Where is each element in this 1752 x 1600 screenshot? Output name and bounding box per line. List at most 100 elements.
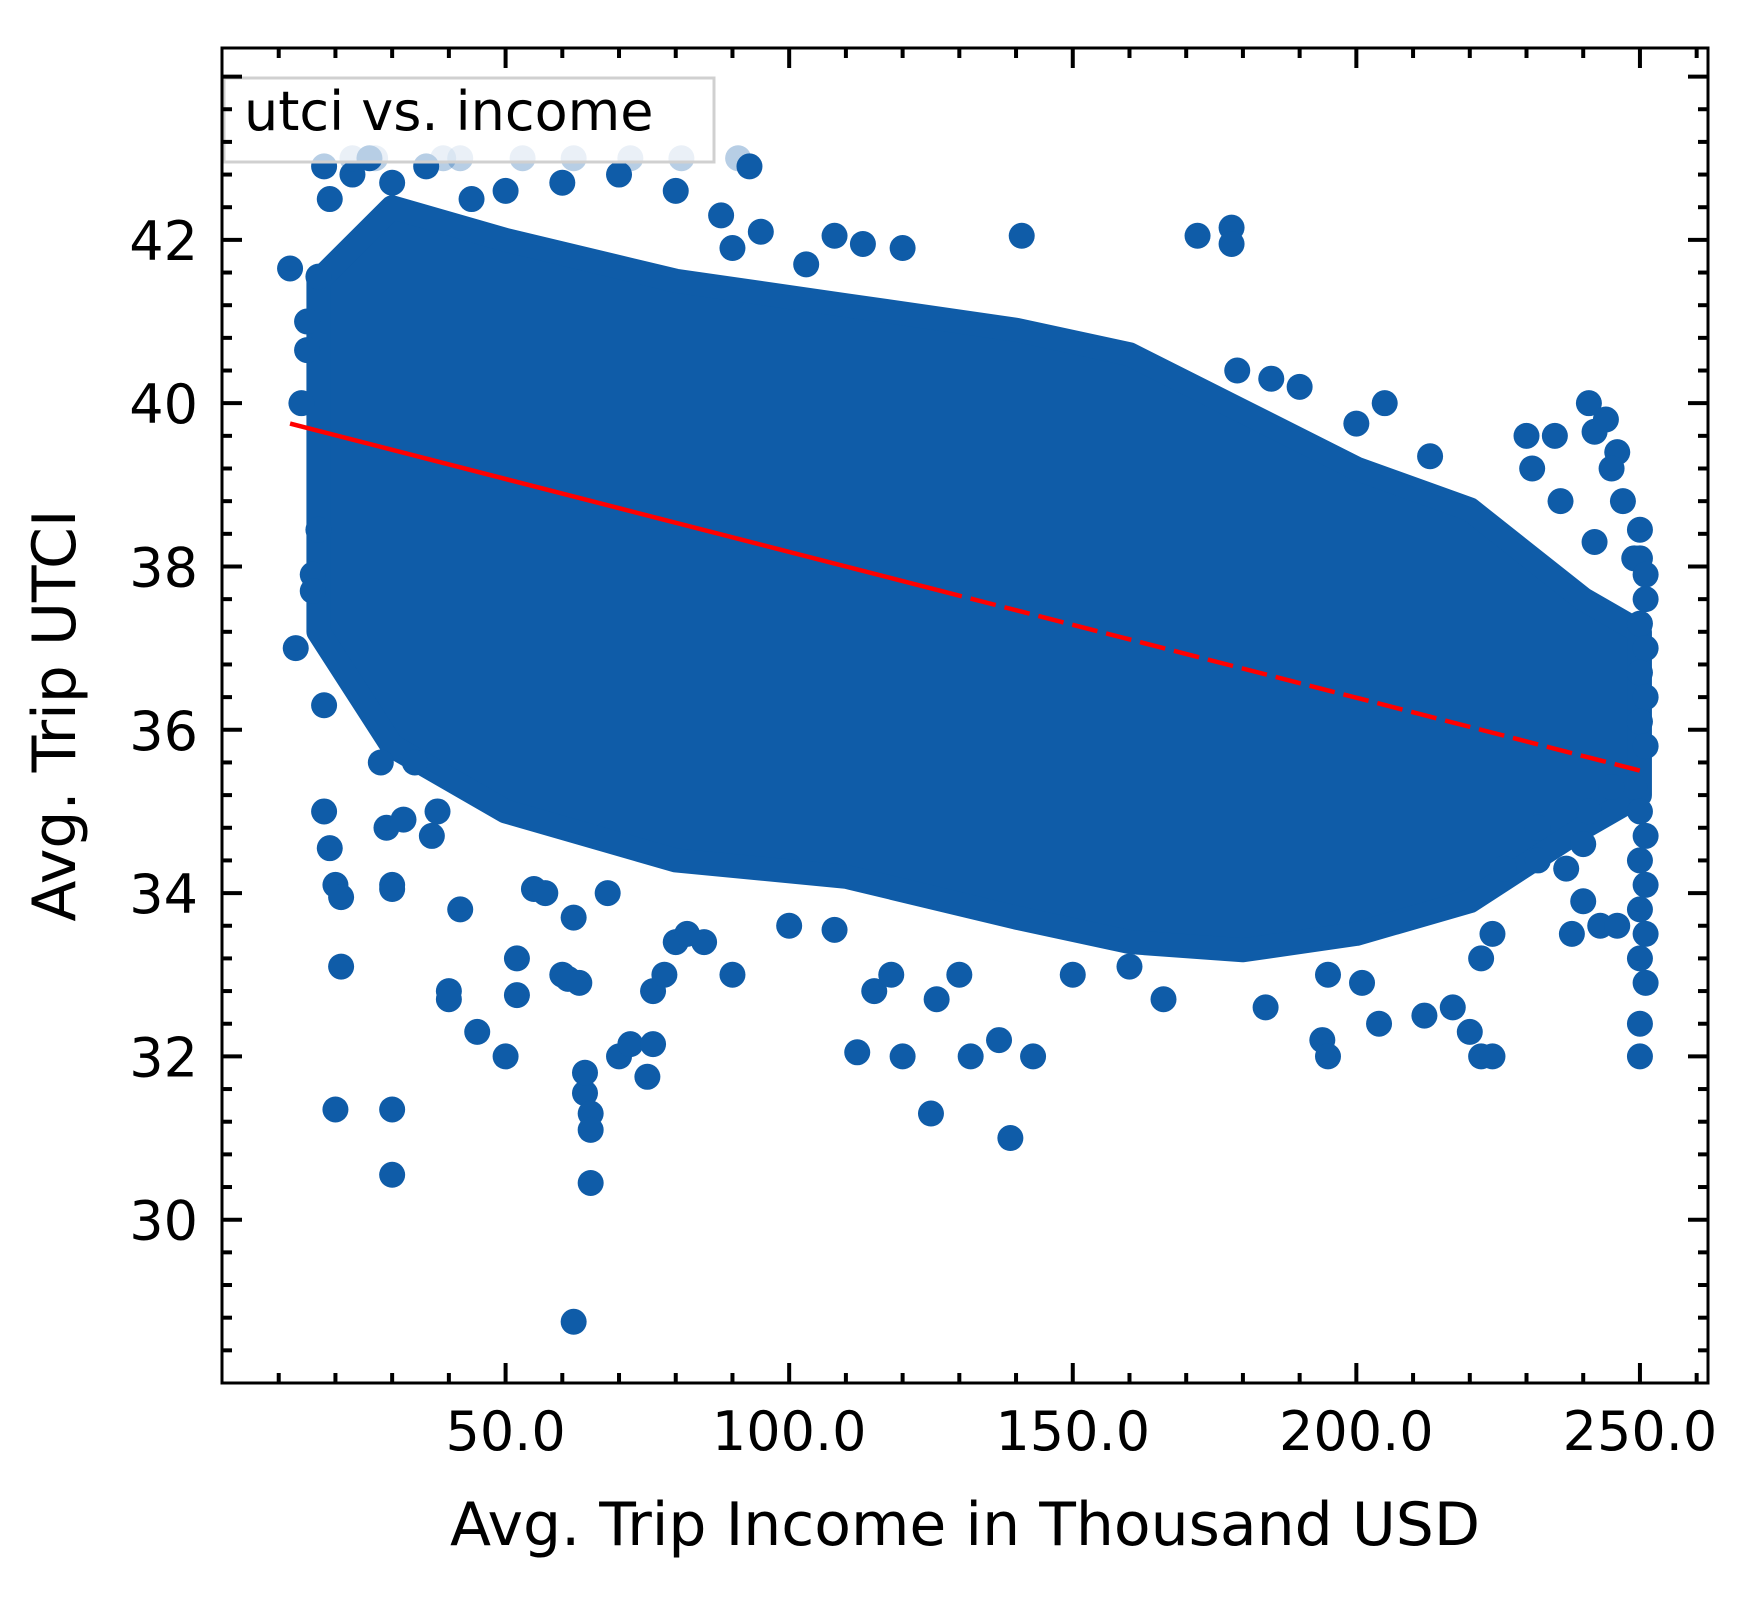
scatter-point [1626, 516, 1653, 543]
scatter-point [1218, 230, 1245, 257]
scatter-point [1417, 443, 1444, 470]
scatter-point [1468, 945, 1495, 972]
scatter-point [1286, 373, 1313, 400]
y-tick-label: 32 [129, 1026, 198, 1089]
scatter-point [1632, 635, 1659, 662]
scatter-point [379, 1096, 406, 1123]
scatter-point [288, 390, 315, 417]
scatter-point [577, 1116, 604, 1143]
scatter-point [492, 177, 519, 204]
scatter-point [917, 1100, 944, 1127]
scatter-point [1632, 561, 1659, 588]
scatter-points [277, 145, 1659, 1335]
scatter-point [367, 749, 394, 776]
scatter-point [1547, 488, 1574, 515]
scatter-point [316, 835, 343, 862]
scatter-point [1626, 610, 1653, 637]
x-tick-label: 150.0 [995, 1400, 1150, 1463]
scatter-point [379, 1161, 406, 1188]
scatter-point [889, 1043, 916, 1070]
scatter-point [566, 969, 593, 996]
scatter-point [492, 1043, 519, 1070]
scatter-point [549, 169, 576, 196]
scatter-point [736, 153, 763, 180]
scatter-point [571, 1080, 598, 1107]
scatter-point [390, 806, 417, 833]
scatter-point [986, 1027, 1013, 1054]
scatter-point [1513, 422, 1540, 449]
scatter-point [997, 1125, 1024, 1152]
scatter-point [305, 516, 332, 543]
scatter-point [328, 884, 355, 911]
scatter-point [1632, 733, 1659, 760]
scatter-point [878, 961, 905, 988]
plot-area [222, 48, 1708, 1383]
y-tick-label: 40 [129, 373, 198, 436]
legend: utci vs. income [222, 76, 716, 164]
scatter-point [1258, 365, 1285, 392]
x-tick-label: 200.0 [1279, 1400, 1434, 1463]
scatter-point [299, 577, 326, 604]
scatter-point [651, 961, 678, 988]
scatter-point [821, 916, 848, 943]
scatter-point [1581, 528, 1608, 555]
scatter-point [571, 1059, 598, 1086]
scatter-point [662, 177, 689, 204]
scatter-point [1343, 410, 1370, 437]
scatter-point [1626, 708, 1653, 735]
scatter-point [532, 880, 559, 907]
scatter-point [1621, 773, 1648, 800]
scatter-point [1626, 896, 1653, 923]
y-tick-label: 42 [129, 210, 198, 273]
scatter-point [1553, 855, 1580, 882]
scatter-point [311, 692, 338, 719]
legend-entry: utci vs. income [244, 80, 653, 143]
scatter-point [464, 1018, 491, 1045]
scatter-point [946, 961, 973, 988]
y-tick-label: 34 [129, 863, 198, 926]
scatter-point [1570, 831, 1597, 858]
scatter-point [1008, 222, 1035, 249]
scatter-point [322, 1096, 349, 1123]
scatter-point [1150, 986, 1177, 1013]
scatter-point [1439, 994, 1466, 1021]
scatter-point [282, 635, 309, 662]
scatter-point [1490, 855, 1517, 882]
scatter-point [594, 880, 621, 907]
scatter-point [1541, 422, 1568, 449]
scatter-point [1626, 847, 1653, 874]
scatter-point [957, 1043, 984, 1070]
scatter-point [1020, 1043, 1047, 1070]
scatter-point [1626, 1010, 1653, 1037]
scatter-point [1314, 961, 1341, 988]
regression-line [289, 421, 1641, 773]
scatter-point [1479, 1043, 1506, 1070]
scatter-point [617, 1031, 644, 1058]
fit-line-dashed [936, 587, 1641, 773]
scatter-point [1224, 357, 1251, 384]
scatter-point [294, 337, 321, 364]
scatter-point [1411, 1002, 1438, 1029]
x-axis-title: Avg. Trip Income in Thousand USD [450, 1490, 1480, 1560]
scatter-point [1252, 994, 1279, 1021]
scatter-point [503, 982, 530, 1009]
y-tick-label: 38 [129, 536, 198, 599]
scatter-point [1184, 222, 1211, 249]
scatter-point [1059, 961, 1086, 988]
x-axis-ticks: 50.0 100.0 150.0 200.0 250.0 [276, 48, 1718, 1463]
scatter-point [1456, 1018, 1483, 1045]
legend-box [222, 76, 716, 164]
x-tick-label: 250.0 [1563, 1400, 1718, 1463]
scatter-point [1558, 920, 1585, 947]
scatter-point [305, 263, 332, 290]
y-axis-title: Avg. Trip UTCI [20, 509, 90, 921]
scatter-point [560, 904, 587, 931]
y-axis-ticks: 30 32 34 36 38 40 42 [129, 74, 1708, 1353]
scatter-point [1570, 888, 1597, 915]
scatter-point [1598, 455, 1625, 482]
scatter-point [923, 986, 950, 1013]
scatter-point [719, 961, 746, 988]
scatter-point [1609, 488, 1636, 515]
scatter-point-faded [725, 145, 752, 172]
